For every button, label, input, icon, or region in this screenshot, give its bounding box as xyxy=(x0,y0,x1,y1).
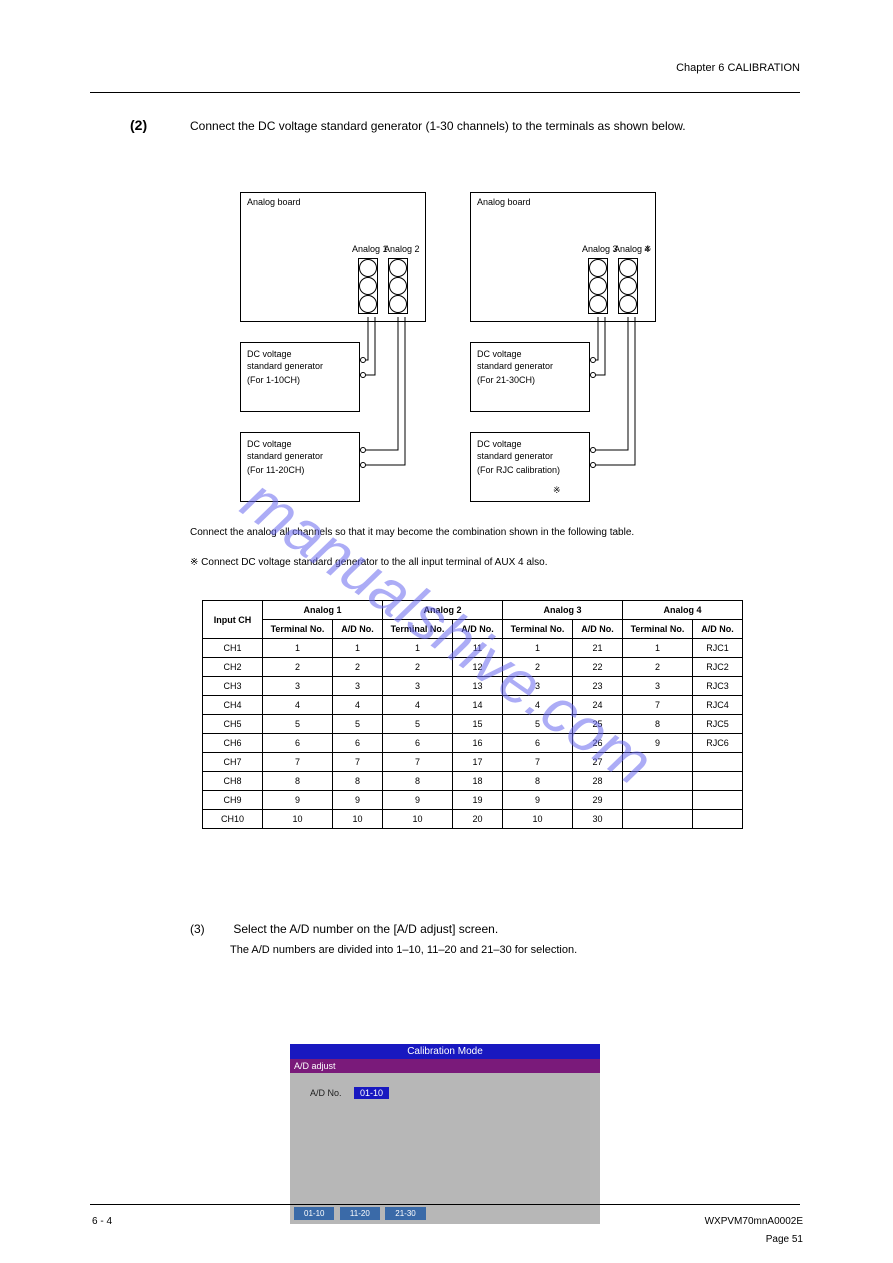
calibration-screen: Calibration Mode A/D adjust A/D No. 01-1… xyxy=(290,1044,600,1224)
table-row: CH5 55 515 525 8RJC5 xyxy=(203,715,743,734)
warn-line-2: ※ Connect DC voltage standard generator … xyxy=(190,556,750,571)
cal-label: A/D No. xyxy=(310,1088,342,1098)
section-number: (2) xyxy=(130,117,147,133)
channel-table: Input CH Analog 1 Analog 2 Analog 3 Anal… xyxy=(202,600,743,829)
warn-line-1: Connect the analog all channels so that … xyxy=(190,526,750,541)
step-num: (3) xyxy=(190,922,230,936)
header-rule xyxy=(90,92,800,93)
cal-btn-1[interactable]: 01-10 xyxy=(294,1207,334,1220)
table-row: CH7 77 717 727 xyxy=(203,753,743,772)
cal-btn-3[interactable]: 21-30 xyxy=(385,1207,425,1220)
wires xyxy=(240,192,690,522)
table-row: CH8 88 818 828 xyxy=(203,772,743,791)
table-row: CH1 11 111 121 1RJC1 xyxy=(203,639,743,658)
cal-title: Calibration Mode xyxy=(290,1044,600,1059)
page-number: Page 51 xyxy=(766,1234,803,1245)
table-row: CH9 99 919 929 xyxy=(203,791,743,810)
footer-left: 6 - 4 xyxy=(92,1216,112,1227)
cal-btn-2[interactable]: 11-20 xyxy=(340,1207,380,1220)
table-row: CH3 33 313 323 3RJC3 xyxy=(203,677,743,696)
warn-line-2-text: Connect DC voltage standard generator to… xyxy=(201,557,547,568)
table-row: CH6 66 616 626 9RJC6 xyxy=(203,734,743,753)
warn-ast: ※ xyxy=(190,557,198,568)
step-note: The A/D numbers are divided into 1–10, 1… xyxy=(230,944,577,956)
wiring-diagram: Analog board Analog board Analog 1 Analo… xyxy=(240,192,690,522)
table-row: CH4 44 414 424 7RJC4 xyxy=(203,696,743,715)
step-row: (3) Select the A/D number on the [A/D ad… xyxy=(190,922,498,936)
table-row: CH2 22 212 222 2RJC2 xyxy=(203,658,743,677)
footer-right: WXPVM70mnA0002E xyxy=(705,1216,803,1227)
footer-rule xyxy=(90,1204,800,1205)
chapter-label: Chapter 6 CALIBRATION xyxy=(676,62,800,74)
section-text: Connect the DC voltage standard generato… xyxy=(190,117,750,135)
cal-subtitle: A/D adjust xyxy=(290,1059,600,1073)
cal-value[interactable]: 01-10 xyxy=(354,1087,389,1099)
step-text: Select the A/D number on the [A/D adjust… xyxy=(233,922,498,936)
table-row: CH10 1010 1020 1030 xyxy=(203,810,743,829)
cal-button-row: 01-10 11-20 21-30 xyxy=(294,1203,427,1221)
